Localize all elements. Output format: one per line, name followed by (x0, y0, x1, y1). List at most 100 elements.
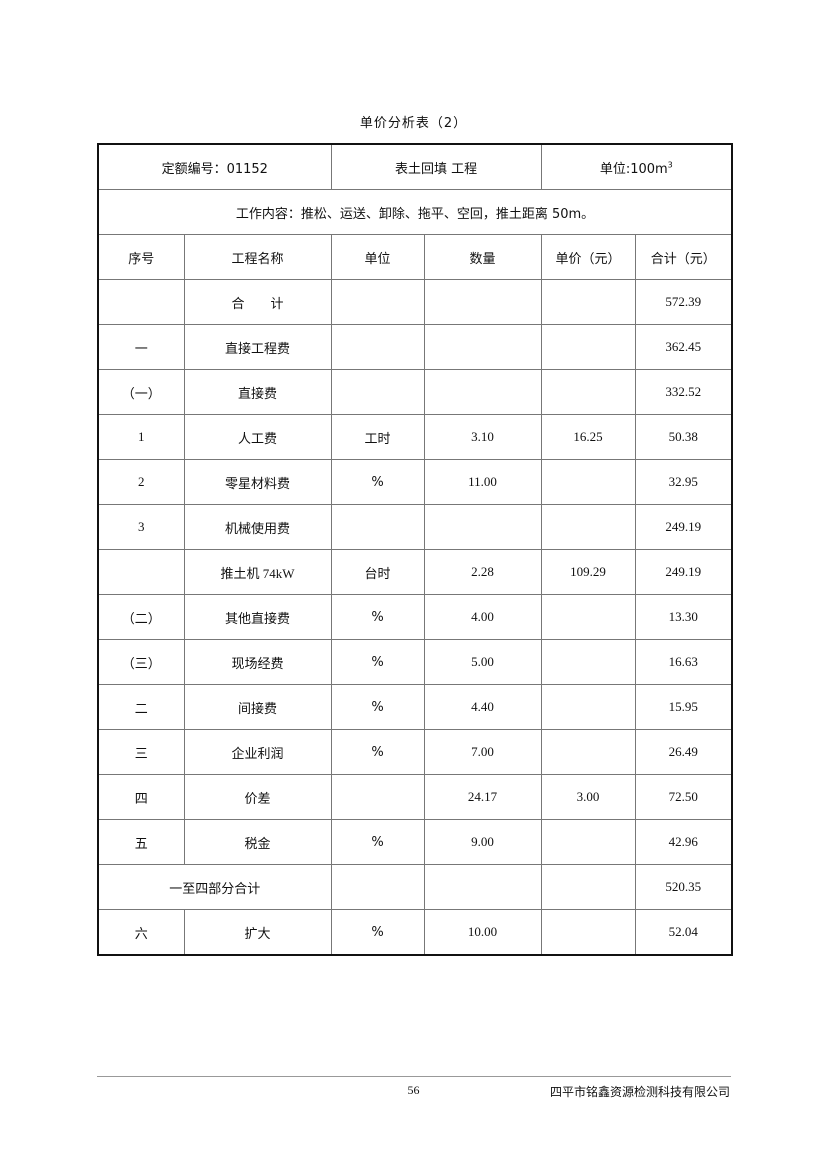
unit-price-analysis-table: 定额编号：01152 表土回填 工程 单位:100m3 工作内容：推松、运送、卸… (97, 143, 734, 956)
column-header: 序号 (97, 234, 185, 280)
table-cell: 现场经费 (183, 639, 332, 685)
table-cell: 税金 (183, 819, 332, 865)
table-cell: 3.00 (540, 774, 636, 820)
table-cell: （二） (97, 594, 185, 640)
table-cell: % (330, 639, 425, 685)
table-cell: 13.30 (634, 594, 733, 640)
table-row: （二） 其他直接费% 4.00 13.30 (97, 594, 733, 640)
table-cell (540, 729, 636, 775)
table-row: （一） 直接费 332.52 (97, 369, 733, 415)
table-cell (540, 504, 636, 550)
table-header-row: 定额编号：01152 表土回填 工程 单位:100m3 (97, 143, 733, 190)
table-cell: 24.17 (423, 774, 542, 820)
table-cell: 价差 (183, 774, 332, 820)
table-cell: 一至四部分合计 (97, 864, 332, 910)
table-cell: 10.00 (423, 909, 542, 956)
table-cell (423, 324, 542, 370)
table-row: 四价差 24.17 3.00 72.50 (97, 774, 733, 820)
work-content: 工作内容：推松、运送、卸除、拖平、空回，推土距离 50m。 (97, 189, 733, 235)
table-cell: 249.19 (634, 549, 733, 595)
table-cell (423, 369, 542, 415)
table-cell: 109.29 (540, 549, 636, 595)
table-cell (423, 279, 542, 325)
company-name: 四平市铭鑫资源检测科技有限公司 (549, 1085, 730, 1099)
table-cell: 3.10 (423, 414, 542, 460)
table-cell: 五 (97, 819, 185, 865)
table-cell: 32.95 (634, 459, 733, 505)
column-header: 合计（元） (634, 234, 733, 280)
column-header: 工程名称 (183, 234, 332, 280)
table-cell: 扩大 (183, 909, 332, 956)
table-cell: 42.96 (634, 819, 733, 865)
table-cell: 直接工程费 (183, 324, 332, 370)
table-cell (423, 504, 542, 550)
table-cell: 9.00 (423, 819, 542, 865)
table-cell (540, 279, 636, 325)
column-header-row: 序号 工程名称 单位 数量 单价（元） 合计（元） (97, 234, 733, 280)
table-cell: 二 (97, 684, 185, 730)
table-cell: 52.04 (634, 909, 733, 956)
table-cell: 11.00 (423, 459, 542, 505)
table-cell (97, 549, 185, 595)
table-cell: 企业利润 (183, 729, 332, 775)
table-row: 3 机械使用费 249.19 (97, 504, 733, 550)
table-row: 2 零星材料费% 11.00 32.95 (97, 459, 733, 505)
column-header: 单位 (330, 234, 425, 280)
page-number: 56 (407, 1083, 420, 1097)
table-cell (330, 279, 425, 325)
table-cell (330, 324, 425, 370)
table-cell: 六 (97, 909, 185, 956)
table-cell: 50.38 (634, 414, 733, 460)
table-cell (540, 369, 636, 415)
table-cell: 台时 (330, 549, 425, 595)
table-cell (540, 594, 636, 640)
table-cell (540, 324, 636, 370)
table-row: 五税金% 9.00 42.96 (97, 819, 733, 865)
table-cell: （一） (97, 369, 185, 415)
table-cell: 2.28 (423, 549, 542, 595)
table-cell: 520.35 (634, 864, 733, 910)
table-cell (540, 864, 636, 910)
table-cell (540, 909, 636, 956)
table-cell: 人工费 (183, 414, 332, 460)
table-cell (540, 639, 636, 685)
table-cell: 3 (97, 504, 185, 550)
table-cell: 362.45 (634, 324, 733, 370)
table-row: 1 人工费 工时 3.10 16.25 50.38 (97, 414, 733, 460)
table-cell: 249.19 (634, 504, 733, 550)
table-row: 推土机 74kW 台时 2.28 109.29 249.19 (97, 549, 733, 595)
table-cell (540, 819, 636, 865)
table-cell (423, 864, 542, 910)
table-cell (97, 279, 185, 325)
table-cell: 合 计 (183, 279, 332, 325)
table-cell: （三） (97, 639, 185, 685)
table-cell: 机械使用费 (183, 504, 332, 550)
table-cell: % (330, 684, 425, 730)
quota-code: 定额编号：01152 (97, 143, 332, 190)
column-header: 单价（元） (540, 234, 636, 280)
table-cell: 16.25 (540, 414, 636, 460)
table-cell: 72.50 (634, 774, 733, 820)
table-cell: 4.40 (423, 684, 542, 730)
table-cell: 5.00 (423, 639, 542, 685)
table-cell: 直接费 (183, 369, 332, 415)
table-cell: 16.63 (634, 639, 733, 685)
table-cell: 26.49 (634, 729, 733, 775)
table-cell: 7.00 (423, 729, 542, 775)
page-title: 单价分析表（2） (359, 116, 468, 131)
table-cell: % (330, 594, 425, 640)
table-cell: 三 (97, 729, 185, 775)
table-cell: 4.00 (423, 594, 542, 640)
table-cell: % (330, 909, 425, 956)
table-cell: % (330, 729, 425, 775)
table-cell: 1 (97, 414, 185, 460)
table-cell: 工时 (330, 414, 425, 460)
table-row: （三） 现场经费% 5.00 16.63 (97, 639, 733, 685)
table-row: 三企业利润% 7.00 26.49 (97, 729, 733, 775)
table-cell: 间接费 (183, 684, 332, 730)
footer-divider (97, 1076, 731, 1077)
table-row: 六扩大% 10.00 52.04 (97, 909, 733, 956)
table-row: 合 计 572.39 (97, 279, 733, 325)
table-cell (330, 504, 425, 550)
table-cell: 572.39 (634, 279, 733, 325)
